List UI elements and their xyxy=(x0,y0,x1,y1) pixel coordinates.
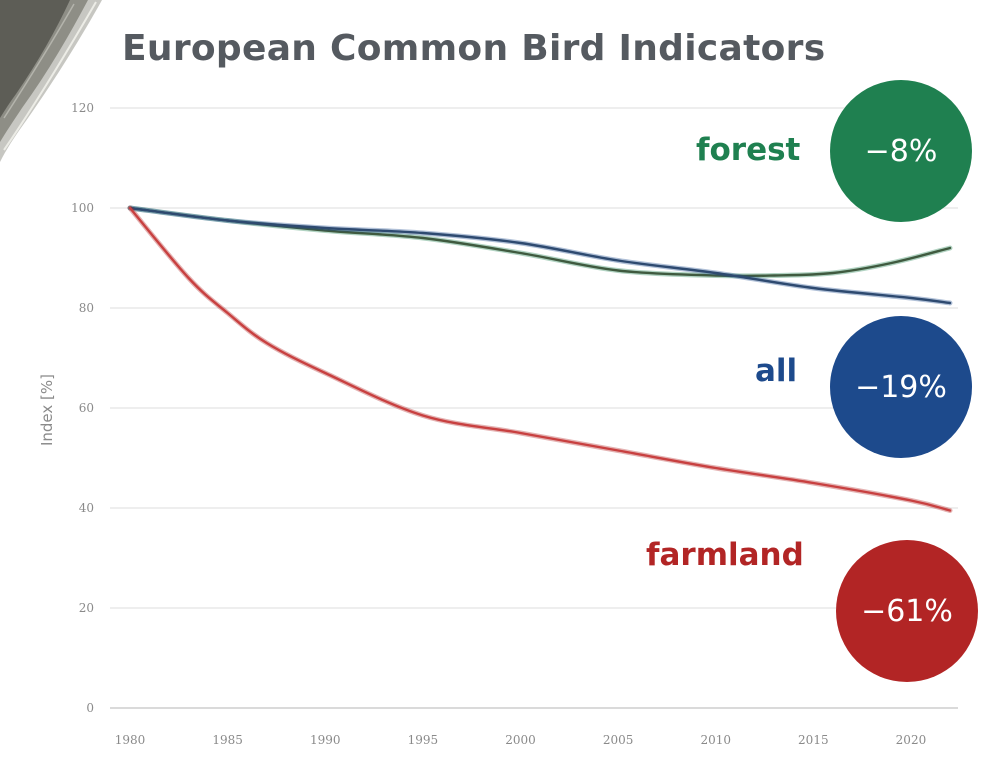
y-tick-label: 80 xyxy=(79,301,94,315)
farmland-series-glow xyxy=(127,205,953,513)
feather-decoration xyxy=(0,0,102,162)
forest-series-line xyxy=(128,206,952,278)
y-tick-label: 0 xyxy=(86,701,94,715)
all-change-badge: −19% xyxy=(830,316,972,458)
farmland-series-label: farmland xyxy=(646,537,804,573)
x-tick-label: 2020 xyxy=(896,733,927,747)
y-tick-label: 20 xyxy=(79,601,94,615)
x-tick-label: 2000 xyxy=(505,733,536,747)
y-tick-label: 40 xyxy=(79,501,94,515)
y-axis-label: Index [%] xyxy=(38,374,56,446)
chart-title: European Common Bird Indicators xyxy=(122,28,826,69)
farmland-change-badge: −61% xyxy=(836,540,978,682)
all-series-line xyxy=(128,206,952,305)
x-tick-label: 1980 xyxy=(115,733,146,747)
all-series-label: all xyxy=(755,353,798,389)
forest-series-glow xyxy=(127,205,953,279)
x-tick-label: 1990 xyxy=(310,733,341,747)
y-tick-label: 60 xyxy=(79,401,94,415)
x-tick-label: 1985 xyxy=(212,733,243,747)
y-tick-label: 120 xyxy=(71,101,94,115)
forest-series-label: forest xyxy=(696,132,801,168)
x-tick-label: 2005 xyxy=(603,733,634,747)
farmland-series-line xyxy=(128,206,952,512)
x-tick-label: 2015 xyxy=(798,733,829,747)
forest-change-badge: −8% xyxy=(830,80,972,222)
x-tick-label: 2010 xyxy=(700,733,731,747)
x-tick-label: 1995 xyxy=(408,733,439,747)
y-tick-label: 100 xyxy=(71,201,94,215)
